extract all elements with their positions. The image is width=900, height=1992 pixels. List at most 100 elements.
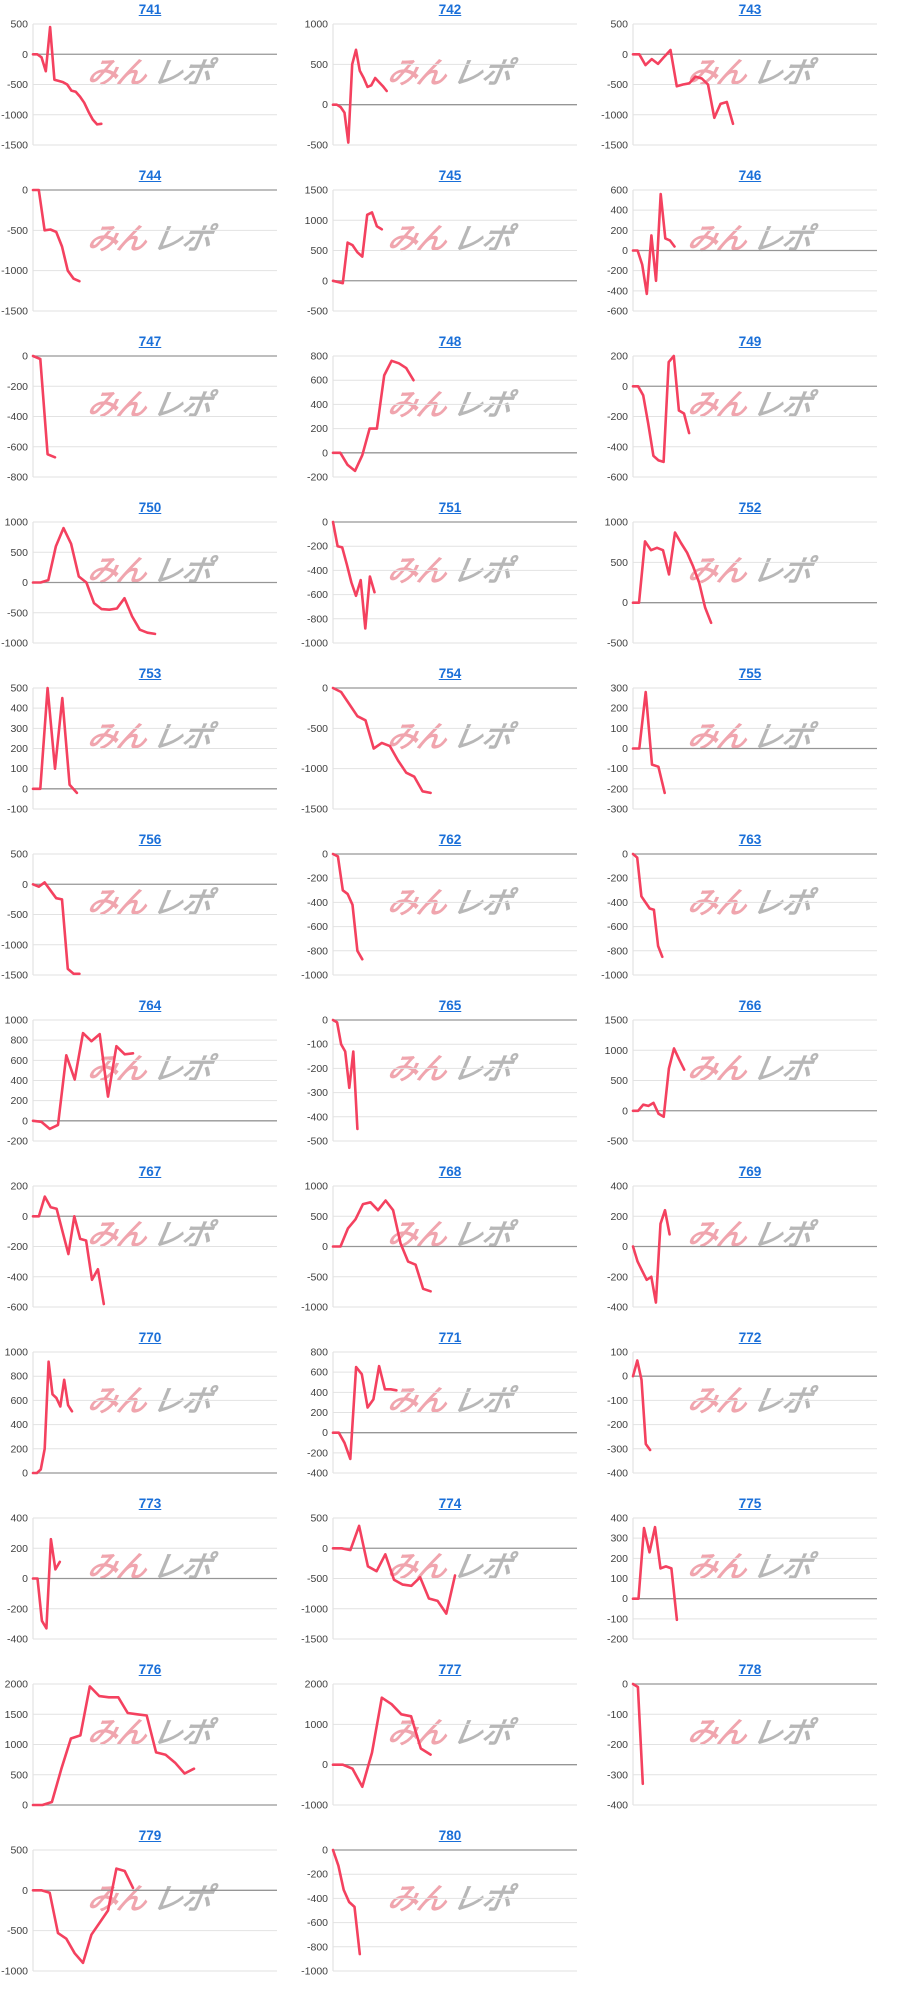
y-tick-label: -800 — [7, 472, 28, 484]
y-tick-label: 0 — [322, 517, 328, 529]
chart-title-link[interactable]: 770 — [138, 1330, 162, 1345]
y-tick-label: -1500 — [301, 804, 328, 816]
chart-cell: みんレポ 1000 500 0 -500 -1000 768 — [300, 1162, 600, 1328]
y-tick-label: -1000 — [1, 265, 28, 277]
chart-title-link[interactable]: 741 — [138, 2, 162, 17]
chart-title: 769 — [600, 1163, 900, 1181]
chart-title: 777 — [300, 1661, 600, 1679]
line-chart: 200 0 -200 -400 -600 — [607, 351, 877, 484]
chart-title-link[interactable]: 765 — [438, 998, 462, 1013]
y-tick-label: 600 — [310, 1367, 328, 1379]
chart-cell: みんレポ 500 0 -500 -1000 -1500 743 — [600, 0, 900, 166]
line-chart: 800 600 400 200 0 -200 — [307, 351, 577, 484]
chart-title-link[interactable]: 764 — [138, 998, 162, 1013]
chart-title-link[interactable]: 769 — [738, 1164, 762, 1179]
chart-cell: みんレポ 1000 800 600 400 200 0 -200 764 — [0, 996, 300, 1162]
y-tick-label: -200 — [307, 472, 328, 484]
line-chart: 500 0 -500 -1000 -1500 — [1, 849, 277, 982]
chart-title-link[interactable]: 752 — [738, 500, 762, 515]
y-tick-label: -400 — [307, 1468, 328, 1480]
chart-title-link[interactable]: 744 — [138, 168, 162, 183]
y-tick-label: 1000 — [605, 1045, 629, 1057]
y-tick-label: -1000 — [301, 970, 328, 982]
chart-title-link[interactable]: 746 — [738, 168, 762, 183]
chart-title-link[interactable]: 749 — [738, 334, 762, 349]
chart-title-link[interactable]: 771 — [438, 1330, 462, 1345]
chart-cell: みんレポ 600 400 200 0 -200 -400 -600 746 — [600, 166, 900, 332]
chart-title-link[interactable]: 766 — [738, 998, 762, 1013]
series-line — [631, 531, 713, 625]
chart-cell: みんレポ 500 0 -500 -1000 -1500 774 — [300, 1494, 600, 1660]
chart-cell: みんレポ 0 -200 -400 -600 -800 -1000 762 — [300, 830, 600, 996]
chart-title: 754 — [300, 665, 600, 683]
chart-title-link[interactable]: 777 — [438, 1662, 462, 1677]
y-tick-label: -500 — [7, 909, 28, 921]
y-tick-label: 200 — [10, 1095, 28, 1107]
series-line — [31, 881, 81, 976]
series-line — [31, 1360, 74, 1475]
y-tick-label: -800 — [307, 613, 328, 625]
chart-title-link[interactable]: 747 — [138, 334, 162, 349]
y-tick-label: -400 — [607, 285, 628, 297]
chart-title-link[interactable]: 751 — [438, 500, 462, 515]
chart-title-link[interactable]: 743 — [738, 2, 762, 17]
line-chart: 0 -200 -400 -600 -800 -1000 — [301, 849, 577, 982]
empty-cell — [600, 1826, 900, 1992]
chart-title-link[interactable]: 778 — [738, 1662, 762, 1677]
y-tick-label: 800 — [10, 1035, 28, 1047]
y-tick-label: -200 — [307, 541, 328, 553]
line-chart: 1000 500 0 -500 -1000 — [301, 1181, 577, 1314]
chart-title-link[interactable]: 767 — [138, 1164, 162, 1179]
y-tick-label: 1500 — [5, 1709, 29, 1721]
chart-title-link[interactable]: 773 — [138, 1496, 162, 1511]
line-chart: 500 0 -500 -1000 — [1, 1845, 277, 1978]
y-tick-label: 300 — [610, 1533, 628, 1545]
y-tick-label: 0 — [622, 1241, 628, 1253]
y-tick-label: 0 — [22, 1211, 28, 1223]
chart-title-link[interactable]: 756 — [138, 832, 162, 847]
chart-title-link[interactable]: 775 — [738, 1496, 762, 1511]
series-line — [331, 520, 376, 630]
y-tick-label: -400 — [607, 1468, 628, 1480]
chart-title-link[interactable]: 762 — [438, 832, 462, 847]
chart-title-link[interactable]: 779 — [138, 1828, 162, 1843]
chart-title: 752 — [600, 499, 900, 517]
chart-cell: みんレポ 400 200 0 -200 -400 773 — [0, 1494, 300, 1660]
y-tick-label: 0 — [622, 849, 628, 861]
y-tick-label: -600 — [7, 441, 28, 453]
series-line — [31, 1685, 196, 1807]
y-tick-label: -300 — [607, 1443, 628, 1455]
line-chart: 400 300 200 100 0 -100 -200 — [607, 1513, 877, 1646]
chart-title-link[interactable]: 776 — [138, 1662, 162, 1677]
y-tick-label: 500 — [310, 245, 328, 257]
chart-title: 755 — [600, 665, 900, 683]
chart-title-link[interactable]: 780 — [438, 1828, 462, 1843]
y-tick-label: 0 — [622, 245, 628, 257]
chart-title-link[interactable]: 750 — [138, 500, 162, 515]
y-tick-label: -500 — [607, 638, 628, 650]
chart-title-link[interactable]: 745 — [438, 168, 462, 183]
y-tick-label: -800 — [607, 945, 628, 957]
chart-title-link[interactable]: 748 — [438, 334, 462, 349]
y-tick-label: 500 — [310, 59, 328, 71]
chart-title-link[interactable]: 768 — [438, 1164, 462, 1179]
series-line — [631, 1359, 652, 1452]
y-tick-label: 0 — [622, 381, 628, 393]
chart-title-link[interactable]: 755 — [738, 666, 762, 681]
y-tick-label: 300 — [610, 683, 628, 695]
chart-title-link[interactable]: 742 — [438, 2, 462, 17]
chart-title-link[interactable]: 772 — [738, 1330, 762, 1345]
chart-title: 764 — [0, 997, 300, 1015]
chart-title-link[interactable]: 754 — [438, 666, 462, 681]
chart-title-link[interactable]: 763 — [738, 832, 762, 847]
chart-title-link[interactable]: 753 — [138, 666, 162, 681]
y-tick-label: -500 — [7, 79, 28, 91]
chart-title-link[interactable]: 774 — [438, 1496, 462, 1511]
chart-cell: みんレポ 1500 1000 500 0 -500 766 — [600, 996, 900, 1162]
y-tick-label: 400 — [610, 205, 628, 217]
y-tick-label: 200 — [610, 1553, 628, 1565]
y-tick-label: 2000 — [305, 1679, 329, 1691]
y-tick-label: 200 — [610, 703, 628, 715]
series-line — [331, 1524, 457, 1615]
y-tick-label: 0 — [622, 597, 628, 609]
